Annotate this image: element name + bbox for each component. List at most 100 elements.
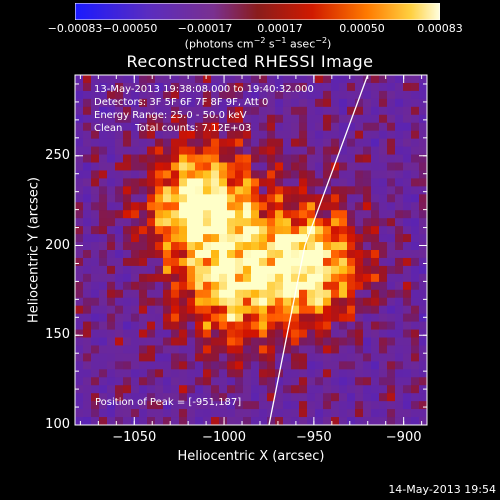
image-pixel — [395, 90, 404, 100]
image-pixel — [419, 218, 427, 227]
image-pixel — [171, 361, 180, 370]
image-pixel — [331, 162, 340, 172]
image-pixel — [107, 329, 116, 339]
image-pixel — [315, 210, 324, 219]
image-pixel — [363, 226, 372, 235]
image-pixel — [267, 106, 276, 116]
image-pixel — [267, 82, 276, 92]
image-pixel — [395, 114, 404, 124]
image-pixel — [387, 218, 396, 227]
image-pixel — [147, 226, 156, 235]
image-pixel — [339, 242, 348, 251]
image-pixel — [331, 130, 340, 140]
image-pixel — [259, 186, 268, 195]
image-pixel — [115, 250, 124, 259]
image-pixel — [419, 114, 427, 124]
image-pixel — [75, 385, 84, 394]
x-axis-label: Heliocentric X (arcsec) — [177, 449, 325, 464]
image-pixel — [91, 345, 100, 354]
image-pixel — [315, 250, 324, 259]
image-pixel — [155, 401, 164, 410]
image-pixel — [411, 138, 420, 148]
image-pixel — [307, 186, 316, 195]
image-pixel — [323, 329, 332, 339]
image-pixel — [179, 114, 188, 124]
image-pixel — [171, 234, 180, 243]
image-pixel — [139, 393, 148, 402]
image-pixel — [403, 114, 412, 124]
image-pixel — [235, 75, 244, 84]
image-pixel — [131, 162, 140, 172]
image-pixel — [371, 178, 380, 187]
image-pixel — [251, 90, 260, 100]
image-pixel — [131, 186, 140, 195]
image-pixel — [123, 273, 132, 283]
image-pixel — [227, 329, 236, 339]
image-pixel — [163, 401, 172, 410]
image-pixel — [211, 409, 220, 418]
image-pixel — [187, 289, 196, 299]
image-pixel — [179, 130, 188, 140]
image-pixel — [91, 257, 100, 267]
image-pixel — [227, 289, 236, 299]
image-pixel — [195, 226, 204, 235]
image-pixel — [147, 257, 156, 267]
image-pixel — [331, 401, 340, 410]
image-pixel — [339, 321, 348, 331]
image-pixel — [139, 385, 148, 394]
image-pixel — [323, 305, 332, 315]
image-pixel — [147, 210, 156, 219]
image-pixel — [363, 369, 372, 378]
image-pixel — [275, 281, 284, 291]
image-pixel — [323, 226, 332, 235]
image-pixel — [363, 146, 372, 156]
image-pixel — [339, 297, 348, 307]
image-pixel — [379, 345, 388, 354]
image-pixel — [307, 234, 316, 243]
image-pixel — [371, 242, 380, 251]
image-pixel — [395, 257, 404, 267]
image-pixel — [139, 273, 148, 283]
image-pixel — [99, 154, 108, 164]
image-pixel — [219, 393, 228, 402]
unit-text: ) — [327, 37, 332, 51]
image-pixel — [83, 377, 92, 386]
image-pixel — [147, 162, 156, 172]
image-pixel — [411, 250, 420, 259]
image-pixel — [419, 226, 427, 235]
image-pixel — [107, 138, 116, 148]
image-pixel — [75, 218, 84, 227]
image-pixel — [315, 146, 324, 156]
image-pixel — [419, 82, 427, 92]
image-pixel — [395, 273, 404, 283]
image-pixel — [355, 218, 364, 227]
image-pixel — [139, 234, 148, 243]
image-pixel — [235, 162, 244, 172]
image-pixel — [99, 98, 108, 108]
image-pixel — [379, 321, 388, 331]
image-pixel — [75, 281, 84, 291]
image-pixel — [347, 297, 356, 307]
image-pixel — [339, 178, 348, 187]
image-pixel — [339, 377, 348, 386]
image-pixel — [235, 170, 244, 179]
image-pixel — [259, 82, 268, 92]
image-pixel — [123, 218, 132, 227]
image-pixel — [243, 250, 252, 259]
image-pixel — [347, 178, 356, 187]
image-pixel — [379, 385, 388, 394]
image-pixel — [147, 75, 156, 84]
image-pixel — [259, 417, 268, 425]
image-pixel — [179, 218, 188, 227]
image-pixel — [315, 75, 324, 84]
image-pixel — [275, 226, 284, 235]
image-pixel — [307, 98, 316, 108]
image-pixel — [227, 234, 236, 243]
image-pixel — [315, 170, 324, 179]
image-pixel — [339, 90, 348, 100]
image-pixel — [419, 257, 427, 267]
image-pixel — [147, 417, 156, 425]
image-pixel — [259, 170, 268, 179]
image-pixel — [243, 146, 252, 156]
image-pixel — [243, 170, 252, 179]
